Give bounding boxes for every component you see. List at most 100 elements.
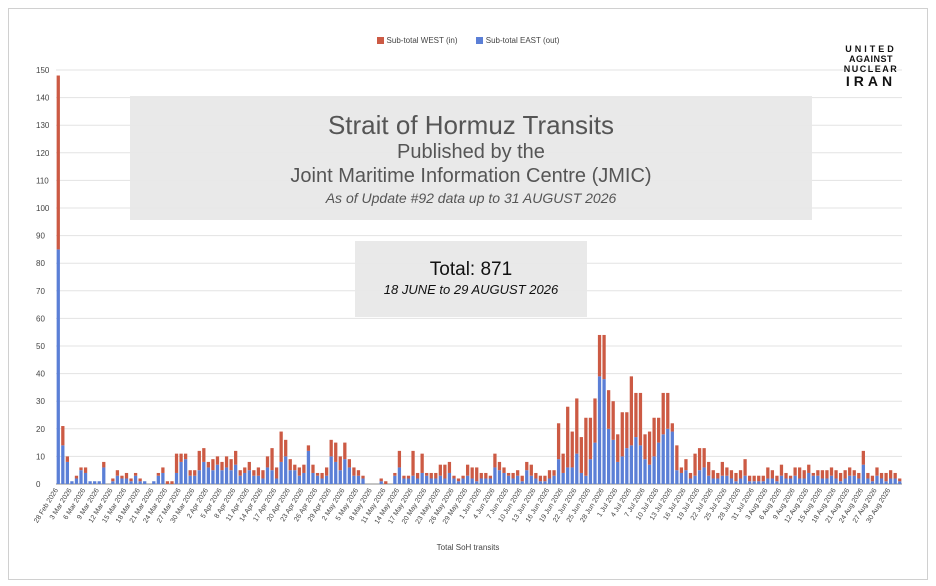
bar-west-144 <box>711 470 715 479</box>
bar-east-144 <box>711 478 715 484</box>
bar-east-147 <box>725 475 729 484</box>
bar-west-150 <box>738 470 743 479</box>
bar-east-166 <box>811 475 815 484</box>
bar-west-175 <box>852 470 856 476</box>
logo-line-3: NUCLEAR <box>843 64 899 74</box>
bar-east-162 <box>793 475 797 484</box>
bar-west-52 <box>293 464 297 471</box>
bar-west-177 <box>861 450 865 465</box>
bar-east-157 <box>770 478 775 484</box>
y-tick-label-80: 80 <box>36 259 45 268</box>
bar-west-155 <box>761 475 765 482</box>
bar-east-159 <box>779 475 784 484</box>
bar-west-72 <box>384 481 388 484</box>
bar-west-95 <box>488 475 493 479</box>
bar-east-7 <box>88 481 92 484</box>
total-box: Total: 871 18 JUNE to 29 AUGUST 2026 <box>355 241 587 317</box>
bar-east-95 <box>488 478 493 484</box>
bar-west-126 <box>629 376 634 446</box>
bar-west-120 <box>602 334 606 380</box>
bar-east-99 <box>506 475 511 484</box>
bar-west-122 <box>611 401 615 440</box>
bar-east-28 <box>183 459 188 484</box>
bar-east-37 <box>224 467 229 484</box>
bar-east-136 <box>675 470 679 484</box>
bar-east-93 <box>479 478 483 484</box>
bar-west-111 <box>561 453 565 473</box>
bar-east-107 <box>543 481 547 484</box>
bar-west-115 <box>579 437 583 473</box>
bar-east-110 <box>556 459 561 484</box>
y-tick-label-10: 10 <box>36 452 45 461</box>
bar-west-121 <box>606 390 611 429</box>
bar-west-10 <box>102 461 106 468</box>
bar-east-174 <box>848 475 852 484</box>
y-tick-label-70: 70 <box>36 287 45 296</box>
bar-east-133 <box>661 434 665 484</box>
bar-east-54 <box>302 472 306 484</box>
bar-west-169 <box>825 470 829 479</box>
bar-west-44 <box>256 467 261 476</box>
y-tick-label-50: 50 <box>36 342 45 351</box>
bar-east-114 <box>575 453 579 484</box>
bar-west-38 <box>229 459 233 471</box>
legend-item-west: Sub-total WEST (in) <box>376 36 458 45</box>
bar-west-124 <box>620 412 624 457</box>
bar-east-183 <box>888 478 893 484</box>
bar-east-22 <box>156 475 160 484</box>
bar-west-178 <box>866 472 870 479</box>
bar-west-157 <box>770 470 775 479</box>
y-tick-label-40: 40 <box>36 370 45 379</box>
bar-west-179 <box>870 475 875 482</box>
bar-west-77 <box>406 475 411 479</box>
bar-east-103 <box>525 470 529 484</box>
bar-east-160 <box>784 478 788 484</box>
y-tick-label-20: 20 <box>36 425 45 434</box>
bar-west-85 <box>443 464 447 479</box>
bar-east-38 <box>229 470 233 484</box>
bar-east-155 <box>761 481 765 484</box>
bar-east-143 <box>707 475 711 484</box>
bar-east-17 <box>133 475 138 484</box>
bar-east-92 <box>475 481 479 484</box>
bar-east-163 <box>798 478 802 484</box>
bar-east-100 <box>511 478 515 484</box>
bar-east-167 <box>816 475 820 484</box>
bar-east-118 <box>593 442 597 484</box>
bar-east-49 <box>279 461 283 484</box>
bar-east-53 <box>297 475 301 484</box>
bar-east-59 <box>324 475 329 484</box>
bar-west-182 <box>884 472 888 482</box>
bar-west-147 <box>725 467 729 476</box>
bar-west-96 <box>493 453 497 468</box>
bar-east-111 <box>561 472 565 484</box>
bar-west-53 <box>297 467 301 476</box>
bar-west-17 <box>133 472 138 476</box>
bar-west-100 <box>511 472 515 479</box>
bar-east-19 <box>143 481 147 484</box>
bar-east-126 <box>629 445 634 484</box>
bar-east-106 <box>538 481 543 484</box>
bar-east-41 <box>243 472 247 484</box>
y-tick-label-120: 120 <box>36 149 50 158</box>
bar-east-173 <box>843 478 847 484</box>
legend-swatch-east <box>475 37 483 44</box>
bar-west-23 <box>161 467 165 473</box>
y-tick-label-100: 100 <box>36 204 50 213</box>
bar-west-145 <box>716 472 720 479</box>
bar-east-62 <box>338 470 342 484</box>
bar-east-120 <box>602 379 606 484</box>
bar-west-58 <box>320 472 324 479</box>
bar-west-13 <box>115 470 120 476</box>
bar-west-130 <box>647 431 652 465</box>
bar-east-177 <box>861 464 865 484</box>
bar-east-109 <box>552 475 556 484</box>
bar-west-159 <box>779 464 784 476</box>
bar-east-1 <box>61 445 65 484</box>
bar-east-6 <box>83 472 88 484</box>
bar-east-9 <box>97 481 101 484</box>
bar-east-60 <box>329 456 333 484</box>
bar-west-64 <box>347 459 352 468</box>
title-box: Strait of Hormuz Transits Published by t… <box>130 96 812 220</box>
